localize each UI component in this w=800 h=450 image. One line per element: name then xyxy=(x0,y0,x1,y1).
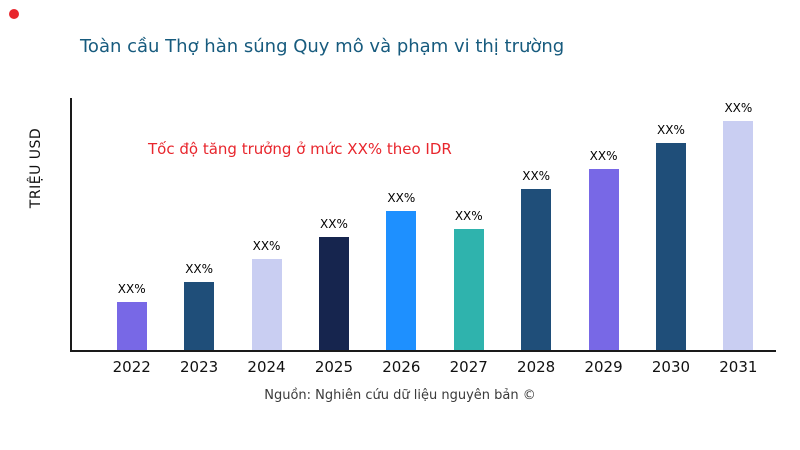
bar-value-label-2022: XX% xyxy=(117,282,146,297)
bar-value-label-2031: XX% xyxy=(724,100,753,115)
bar-2028 xyxy=(521,188,552,350)
bar-2029 xyxy=(588,168,619,350)
bar-slot-2027: XX% xyxy=(435,98,502,350)
bar-2023 xyxy=(184,281,215,350)
x-tick-2023: 2023 xyxy=(180,358,219,376)
plot-area: Tốc độ tăng trưởng ở mức XX% theo IDR XX… xyxy=(70,98,776,352)
chart-title: Toàn cầu Thợ hàn súng Quy mô và phạm vi … xyxy=(80,36,565,57)
bar-slot-2025: XX% xyxy=(300,98,367,350)
x-tick-2025: 2025 xyxy=(314,358,354,376)
bar-slot-2026: XX% xyxy=(368,98,435,350)
x-tick-2029: 2029 xyxy=(584,358,623,376)
bar-value-label-2025: XX% xyxy=(320,216,348,231)
bar-value-label-2028: XX% xyxy=(522,168,551,183)
bar-value-label-2026: XX% xyxy=(387,191,416,206)
growth-rate-annotation: Tốc độ tăng trưởng ở mức XX% theo IDR xyxy=(148,140,452,158)
bar-slot-2028: XX% xyxy=(502,98,569,350)
x-tick-2030: 2030 xyxy=(651,358,691,376)
x-axis-line xyxy=(70,350,776,352)
x-tick-2028: 2028 xyxy=(517,358,556,376)
bar-2024 xyxy=(251,259,282,350)
bar-value-label-2030: XX% xyxy=(657,123,685,138)
bar-2027 xyxy=(453,229,484,350)
bar-value-label-2023: XX% xyxy=(185,261,214,276)
red-dot-icon xyxy=(9,9,19,19)
bar-2025 xyxy=(318,236,349,350)
bars-group: XX% XX% XX% XX% XX% XX% XX% XX% XX% XX% xyxy=(72,98,776,350)
bar-2030 xyxy=(655,143,686,350)
x-tick-2024: 2024 xyxy=(247,358,286,376)
bar-slot-2023: XX% xyxy=(165,98,232,350)
x-axis-tick-labels: 2022 2023 2024 2025 2026 2027 2028 2029 2030 2031 xyxy=(72,358,776,376)
x-tick-2027: 2027 xyxy=(449,358,488,376)
bar-2026 xyxy=(386,211,417,350)
bar-value-label-2029: XX% xyxy=(589,148,618,163)
bar-2031 xyxy=(723,120,754,350)
bar-slot-2030: XX% xyxy=(637,98,704,350)
bar-value-label-2027: XX% xyxy=(454,209,483,224)
bar-slot-2031: XX% xyxy=(705,98,772,350)
bar-slot-2024: XX% xyxy=(233,98,300,350)
bar-2022 xyxy=(116,302,147,350)
y-axis-line xyxy=(70,98,72,350)
x-tick-2022: 2022 xyxy=(112,358,151,376)
x-tick-2026: 2026 xyxy=(382,358,421,376)
bar-slot-2029: XX% xyxy=(570,98,637,350)
x-tick-2031: 2031 xyxy=(719,358,758,376)
bar-slot-2022: XX% xyxy=(98,98,165,350)
source-caption: Nguồn: Nghiên cứu dữ liệu nguyên bản © xyxy=(264,388,536,403)
bar-value-label-2024: XX% xyxy=(252,239,281,254)
y-axis-label: TRIỆU USD xyxy=(28,127,44,209)
